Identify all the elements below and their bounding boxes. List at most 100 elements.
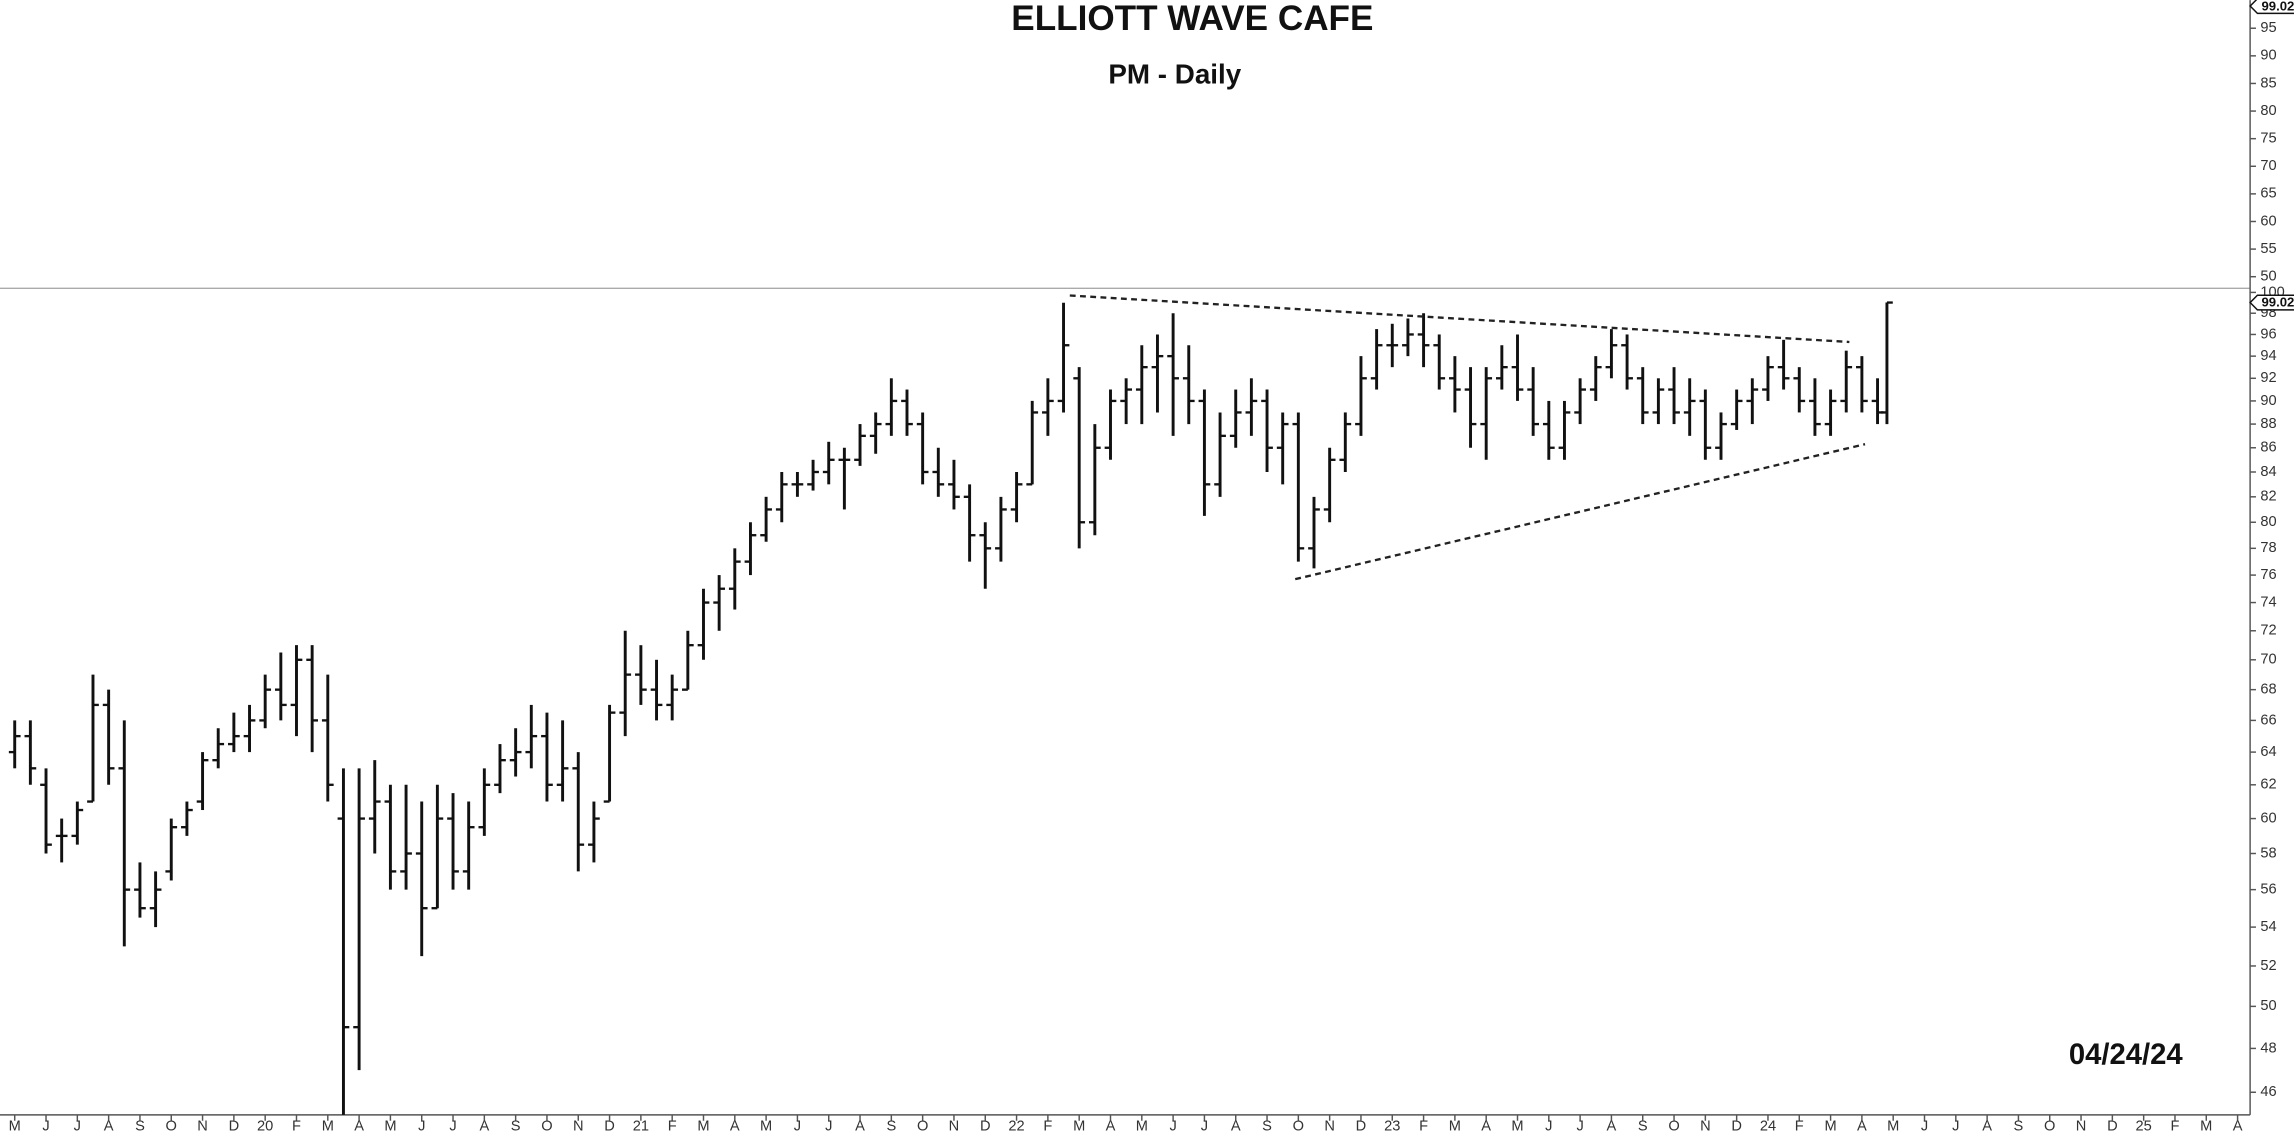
- y-tick-label: 64: [2260, 744, 2276, 760]
- x-tick-label: F: [292, 1118, 301, 1134]
- x-tick-label: S: [511, 1118, 521, 1134]
- x-tick-label: M: [9, 1118, 21, 1134]
- x-tick-label: J: [1952, 1118, 1959, 1134]
- x-tick-label: D: [604, 1118, 615, 1134]
- y-tick-label: 95: [2260, 20, 2276, 36]
- x-tick-label: A: [1481, 1118, 1491, 1134]
- x-tick-label: M: [1887, 1118, 1899, 1134]
- x-tick-label: N: [197, 1118, 208, 1134]
- y-tick-label: 48: [2260, 1040, 2276, 1056]
- x-tick-label: M: [1449, 1118, 1461, 1134]
- x-tick-label: M: [760, 1118, 772, 1134]
- x-tick-label: J: [1921, 1118, 1928, 1134]
- x-tick-label: D: [229, 1118, 240, 1134]
- x-tick-label: M: [2200, 1118, 2212, 1134]
- x-tick-label: A: [104, 1118, 114, 1134]
- x-tick-label: F: [1795, 1118, 1804, 1134]
- y-tick-label: 76: [2260, 567, 2276, 583]
- x-tick-label: J: [1545, 1118, 1552, 1134]
- y-tick-label: 72: [2260, 623, 2276, 639]
- y-tick-label: 60: [2260, 810, 2276, 826]
- x-tick-label: O: [1668, 1118, 1679, 1134]
- y-tick-label: 70: [2260, 652, 2276, 668]
- x-tick-label: F: [1043, 1118, 1052, 1134]
- x-tick-label: A: [2233, 1118, 2243, 1134]
- last-value-label: 99.02: [2261, 0, 2294, 13]
- y-tick-label: 94: [2260, 348, 2276, 364]
- x-tick-label: M: [322, 1118, 334, 1134]
- x-tick-label: F: [668, 1118, 677, 1134]
- y-tick-label: 82: [2260, 489, 2276, 505]
- x-tick-label: 20: [257, 1118, 273, 1134]
- trendline: [1294, 443, 1866, 581]
- x-tick-label: 25: [2136, 1118, 2152, 1134]
- x-tick-label: S: [2014, 1118, 2024, 1134]
- x-tick-label: J: [1576, 1118, 1583, 1134]
- x-tick-label: J: [74, 1118, 81, 1134]
- x-tick-label: 23: [1384, 1118, 1400, 1134]
- x-tick-label: J: [42, 1118, 49, 1134]
- y-tick-label: 65: [2260, 186, 2276, 202]
- x-tick-label: J: [1201, 1118, 1208, 1134]
- x-tick-label: O: [1293, 1118, 1304, 1134]
- x-tick-label: M: [1511, 1118, 1523, 1134]
- x-tick-label: 24: [1760, 1118, 1776, 1134]
- x-tick-label: O: [541, 1118, 552, 1134]
- x-tick-label: 21: [633, 1118, 649, 1134]
- last-value-tag: [2249, 0, 2294, 15]
- x-tick-label: S: [1638, 1118, 1648, 1134]
- y-tick-label: 54: [2260, 919, 2276, 935]
- y-tick-label: 70: [2260, 158, 2276, 174]
- x-tick-label: M: [1073, 1118, 1085, 1134]
- x-tick-label: D: [1356, 1118, 1367, 1134]
- x-tick-label: A: [1106, 1118, 1116, 1134]
- y-tick-label: 78: [2260, 540, 2276, 556]
- x-tick-label: O: [2044, 1118, 2055, 1134]
- x-tick-label: A: [730, 1118, 740, 1134]
- x-tick-label: A: [1982, 1118, 1992, 1134]
- x-tick-label: 22: [1008, 1118, 1024, 1134]
- x-tick-label: D: [2107, 1118, 2118, 1134]
- last-value-tag: [2249, 294, 2294, 311]
- y-tick-label: 74: [2260, 594, 2276, 610]
- x-tick-label: A: [1231, 1118, 1241, 1134]
- y-tick-label: 96: [2260, 326, 2276, 342]
- x-tick-label: O: [166, 1118, 177, 1134]
- x-tick-label: S: [135, 1118, 145, 1134]
- x-tick-label: N: [1700, 1118, 1711, 1134]
- x-tick-label: N: [573, 1118, 584, 1134]
- y-tick-label: 85: [2260, 75, 2276, 91]
- y-tick-label: 58: [2260, 845, 2276, 861]
- y-tick-label: 84: [2260, 464, 2276, 480]
- y-tick-label: 50: [2260, 269, 2276, 285]
- x-tick-label: M: [1824, 1118, 1836, 1134]
- x-tick-label: D: [1731, 1118, 1742, 1134]
- y-tick-label: 66: [2260, 712, 2276, 728]
- x-tick-label: J: [418, 1118, 425, 1134]
- y-tick-label: 60: [2260, 213, 2276, 229]
- x-tick-label: A: [1857, 1118, 1867, 1134]
- x-tick-label: S: [1262, 1118, 1272, 1134]
- y-tick-label: 92: [2260, 370, 2276, 386]
- y-tick-label: 68: [2260, 682, 2276, 698]
- x-tick-label: D: [980, 1118, 991, 1134]
- x-tick-label: J: [449, 1118, 456, 1134]
- last-value-label: 99.02: [2261, 295, 2294, 310]
- y-tick-label: 80: [2260, 103, 2276, 119]
- x-tick-label: J: [825, 1118, 832, 1134]
- x-tick-label: A: [479, 1118, 489, 1134]
- x-tick-label: S: [886, 1118, 896, 1134]
- x-tick-label: A: [354, 1118, 364, 1134]
- date-annotation: 04/24/24: [2069, 1039, 2184, 1071]
- chart-title: ELLIOTT WAVE CAFE: [1011, 0, 1373, 38]
- x-tick-label: N: [949, 1118, 960, 1134]
- y-tick-label: 46: [2260, 1084, 2276, 1100]
- x-tick-label: N: [1324, 1118, 1335, 1134]
- x-tick-label: A: [855, 1118, 865, 1134]
- y-tick-label: 75: [2260, 131, 2276, 147]
- x-tick-label: M: [384, 1118, 396, 1134]
- x-tick-label: N: [2076, 1118, 2087, 1134]
- y-tick-label: 62: [2260, 777, 2276, 793]
